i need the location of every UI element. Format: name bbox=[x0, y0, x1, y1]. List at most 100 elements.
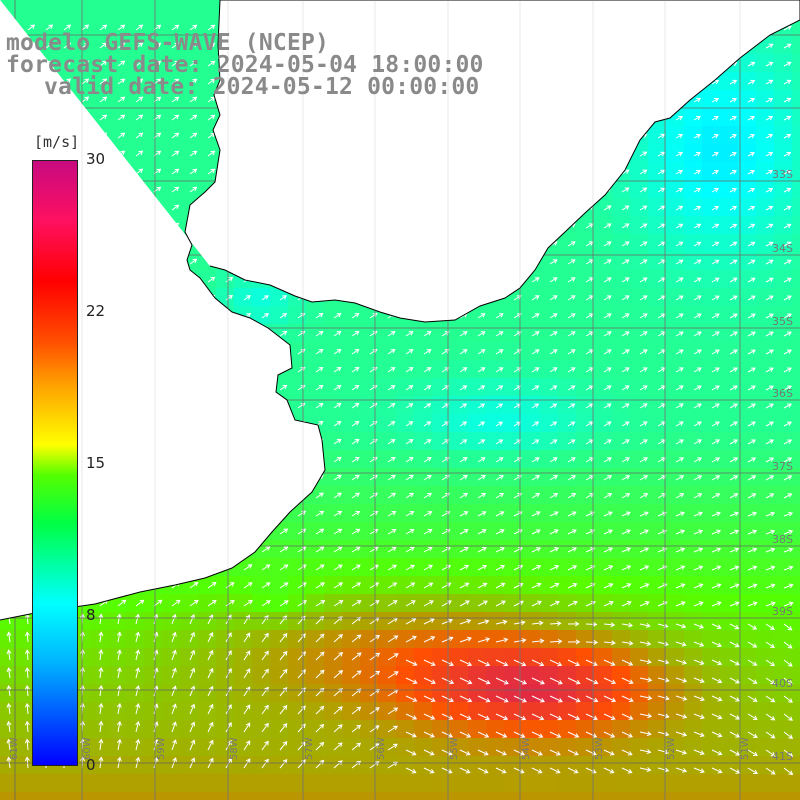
field-cell bbox=[594, 378, 613, 397]
field-cell bbox=[540, 306, 559, 325]
field-cell bbox=[378, 684, 397, 703]
field-cell bbox=[756, 270, 775, 289]
field-cell bbox=[144, 126, 163, 145]
wind-arrow bbox=[639, 601, 650, 607]
lon-label: 51W bbox=[740, 737, 751, 760]
wind-arrow bbox=[423, 457, 432, 463]
field-cell bbox=[666, 594, 685, 613]
field-cell bbox=[774, 36, 793, 55]
wind-arrow bbox=[765, 641, 775, 649]
wind-arrow bbox=[117, 96, 126, 103]
field-cell bbox=[774, 288, 793, 307]
wind-arrow bbox=[729, 277, 738, 283]
field-cell bbox=[648, 720, 667, 739]
wind-arrow bbox=[207, 276, 216, 283]
wind-arrow bbox=[729, 385, 738, 391]
wind-arrow bbox=[441, 636, 454, 643]
field-cell bbox=[288, 324, 307, 343]
field-cell bbox=[144, 108, 163, 127]
wind-arrow bbox=[441, 564, 452, 571]
field-cell bbox=[396, 414, 415, 433]
wind-arrow bbox=[693, 457, 703, 463]
field-cell bbox=[792, 234, 800, 253]
wind-arrow bbox=[441, 659, 454, 667]
field-cell bbox=[144, 702, 163, 721]
wind-arrow bbox=[495, 731, 508, 738]
field-cell bbox=[90, 0, 109, 19]
wind-arrow bbox=[513, 600, 524, 607]
field-cell bbox=[612, 414, 631, 433]
field-cell bbox=[756, 126, 775, 145]
wind-arrow bbox=[495, 600, 506, 607]
field-cell bbox=[774, 414, 793, 433]
wind-arrow bbox=[765, 403, 774, 409]
field-cell bbox=[378, 630, 397, 649]
wind-arrow bbox=[567, 677, 581, 685]
field-cell bbox=[540, 270, 559, 289]
wind-arrow bbox=[171, 132, 180, 139]
wind-arrow bbox=[639, 403, 648, 409]
field-cell bbox=[558, 522, 577, 541]
lat-label: 38S bbox=[772, 533, 793, 546]
field-cell bbox=[774, 738, 793, 757]
colorbar-tick-0: 0 bbox=[86, 756, 96, 774]
field-cell bbox=[612, 756, 631, 775]
field-cell bbox=[90, 702, 109, 721]
field-cell bbox=[738, 342, 757, 361]
field-cell bbox=[288, 342, 307, 361]
field-cell bbox=[18, 756, 37, 775]
wind-arrow bbox=[729, 205, 738, 211]
wind-arrow bbox=[657, 151, 666, 157]
field-cell bbox=[702, 738, 721, 757]
field-cell bbox=[90, 648, 109, 667]
field-cell bbox=[540, 774, 559, 793]
field-cell bbox=[180, 0, 199, 19]
wind-arrow bbox=[369, 582, 380, 589]
wind-arrow bbox=[693, 511, 703, 517]
wind-arrow bbox=[495, 331, 504, 337]
wind-arrow bbox=[225, 704, 232, 715]
field-cell bbox=[684, 378, 703, 397]
wind-arrow bbox=[116, 649, 122, 661]
field-cell bbox=[18, 738, 37, 757]
wind-arrow bbox=[477, 529, 487, 535]
field-cell bbox=[342, 684, 361, 703]
wind-arrow bbox=[747, 659, 758, 666]
field-cell bbox=[576, 360, 595, 379]
field-cell bbox=[792, 180, 800, 199]
field-cell bbox=[378, 738, 397, 757]
wind-arrow bbox=[387, 367, 396, 373]
field-cell bbox=[522, 612, 541, 631]
field-cell bbox=[324, 414, 343, 433]
field-cell bbox=[756, 720, 775, 739]
field-cell bbox=[162, 36, 181, 55]
field-cell bbox=[216, 630, 235, 649]
field-cell bbox=[270, 720, 289, 739]
wind-arrow bbox=[423, 492, 433, 499]
field-cell bbox=[468, 738, 487, 757]
field-cell bbox=[252, 306, 271, 325]
field-cell bbox=[414, 612, 433, 631]
field-cell bbox=[378, 486, 397, 505]
wind-arrow bbox=[405, 528, 415, 535]
field-cell bbox=[756, 90, 775, 109]
field-cell bbox=[396, 432, 415, 451]
field-cell bbox=[756, 432, 775, 451]
wind-arrow bbox=[729, 79, 738, 85]
field-cell bbox=[702, 648, 721, 667]
field-cell bbox=[378, 360, 397, 379]
wind-arrow bbox=[765, 529, 776, 535]
wind-arrow bbox=[24, 702, 30, 715]
field-cell bbox=[612, 234, 631, 253]
wind-arrow bbox=[783, 205, 792, 211]
wind-arrow bbox=[657, 767, 670, 773]
field-cell bbox=[288, 774, 307, 793]
field-cell bbox=[756, 414, 775, 433]
wind-arrow bbox=[387, 331, 396, 337]
field-cell bbox=[522, 468, 541, 487]
colorbar-unit: [m/s] bbox=[34, 133, 80, 151]
field-cell bbox=[234, 576, 253, 595]
field-cell bbox=[648, 756, 667, 775]
wind-arrow bbox=[351, 546, 361, 553]
wind-arrow bbox=[261, 582, 271, 589]
